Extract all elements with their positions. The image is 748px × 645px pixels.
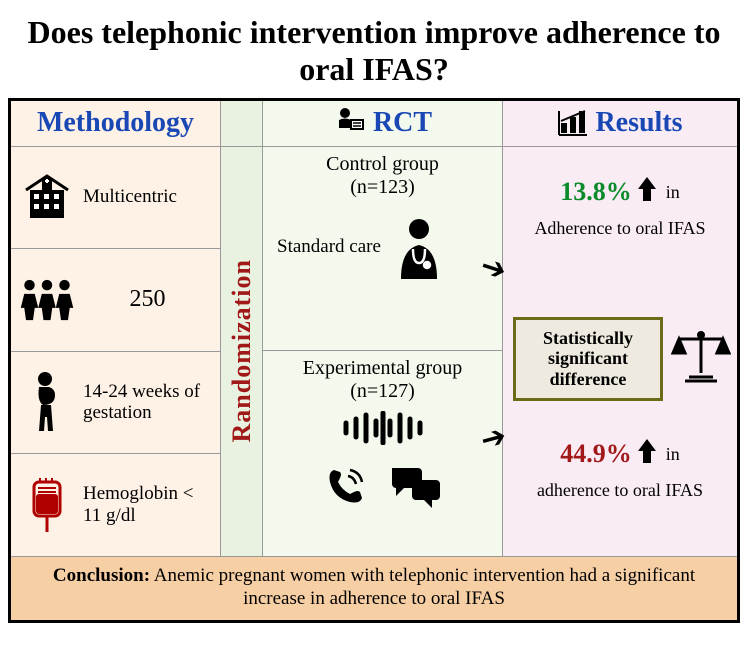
up-arrow-icon [636, 175, 658, 210]
conclusion-text: Anemic pregnant women with telephonic in… [154, 565, 695, 609]
experimental-n-label: (n=127) [350, 380, 415, 402]
results-experimental-block: 44.9% in adherence to oral IFAS [503, 437, 737, 501]
conclusion-text-wrap: Conclusion: Anemic pregnant women with t… [29, 565, 719, 611]
chat-icon [390, 464, 442, 508]
randomization-label: Randomization [227, 259, 257, 442]
control-adherence-text: Adherence to oral IFAS [503, 218, 737, 239]
control-pct: 13.8% in [560, 175, 680, 210]
randomization-header-spacer [221, 101, 262, 147]
methodology-heading: Methodology [37, 107, 194, 139]
balance-scale-icon [671, 329, 731, 385]
methodology-item: Multicentric [11, 147, 220, 250]
methodology-item: Hemoglobin < 11 g/dl [11, 454, 220, 556]
methodology-text: Hemoglobin < 11 g/dl [83, 483, 212, 527]
randomization-column: Randomization [221, 101, 263, 556]
results-header: Results [503, 101, 737, 147]
bar-chart-icon [557, 109, 589, 137]
results-heading: Results [595, 107, 682, 139]
randomization-label-wrap: Randomization [221, 147, 262, 556]
people-icon [19, 275, 75, 325]
results-column: Results 13.8% in Adherence to oral IFAS … [503, 101, 737, 556]
rct-heading: RCT [373, 107, 432, 139]
methodology-text: Multicentric [83, 186, 212, 208]
infographic-root: Does telephonic intervention improve adh… [0, 0, 748, 631]
significance-box: Statistically significant difference [513, 317, 663, 401]
rct-column: RCT Control group (n=123) Standard care [263, 101, 503, 556]
methodology-text: 14-24 weeks of gestation [83, 381, 212, 425]
experimental-pct: 44.9% in [560, 437, 680, 472]
methodology-header: Methodology [11, 101, 220, 147]
page-title: Does telephonic intervention improve adh… [8, 8, 740, 98]
methodology-column: Methodology Multicentric 250 [11, 101, 221, 556]
control-pct-value: 13.8% [560, 177, 632, 207]
results-control-block: 13.8% in Adherence to oral IFAS [503, 175, 737, 239]
blood-bag-icon [19, 476, 75, 534]
content-box: Methodology Multicentric 250 [8, 98, 740, 623]
results-body: 13.8% in Adherence to oral IFAS Statisti… [503, 147, 737, 556]
methodology-text: 250 [83, 286, 212, 314]
hospital-icon [19, 174, 75, 220]
control-in-text: in [666, 182, 680, 203]
audio-wave-icon [338, 411, 428, 445]
rct-control-block: Control group (n=123) Standard care [263, 147, 502, 352]
up-arrow-icon [636, 437, 658, 472]
standard-care-label: Standard care [277, 237, 381, 258]
experimental-title-text: Experimental group [303, 357, 462, 379]
control-n-label: (n=123) [350, 176, 415, 198]
pregnant-icon [19, 371, 75, 433]
conclusion-bar: Conclusion: Anemic pregnant women with t… [11, 556, 737, 620]
standard-care-row: Standard care [271, 217, 494, 279]
experimental-pct-value: 44.9% [560, 439, 632, 469]
conclusion-label: Conclusion: [53, 565, 150, 586]
rct-experimental-block: Experimental group (n=127) [263, 351, 502, 556]
control-group-title: Control group (n=123) [271, 153, 494, 199]
rct-body: Control group (n=123) Standard care Expe… [263, 147, 502, 556]
experimental-icons-row [271, 464, 494, 508]
experimental-adherence-text: adherence to oral IFAS [503, 480, 737, 501]
methodology-item: 14-24 weeks of gestation [11, 352, 220, 455]
methodology-item: 250 [11, 249, 220, 352]
doctor-icon [391, 217, 447, 279]
presenter-icon [333, 106, 367, 140]
experimental-in-text: in [666, 444, 680, 465]
rct-header: RCT [263, 101, 502, 147]
methodology-body: Multicentric 250 14-24 weeks of gestatio… [11, 147, 220, 556]
experimental-group-title: Experimental group (n=127) [271, 357, 494, 403]
phone-icon [324, 464, 368, 508]
audio-wave-row [271, 411, 494, 450]
control-title-text: Control group [326, 153, 439, 175]
